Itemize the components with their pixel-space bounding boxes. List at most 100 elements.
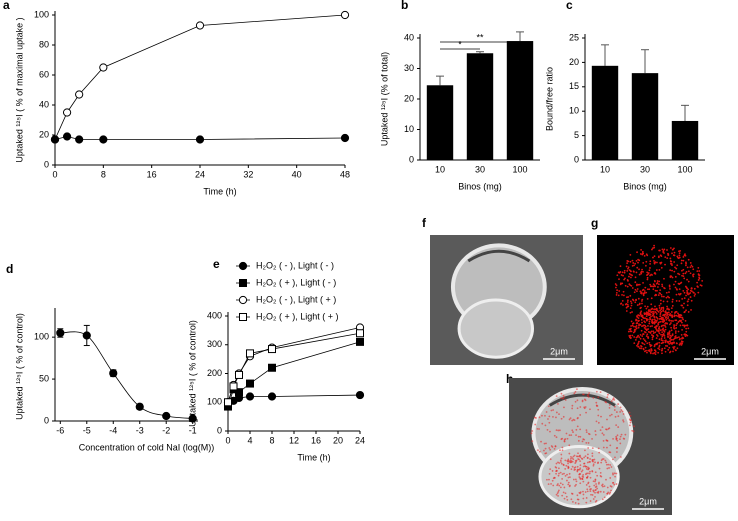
fluorescence <box>595 401 598 404</box>
fluorescence <box>605 478 607 481</box>
y-axis-title: Uptaked ¹²⁵I (% of total) <box>379 52 389 146</box>
fluorescence <box>638 303 641 306</box>
fluorescence <box>627 330 630 333</box>
fluorescence <box>679 316 682 319</box>
fluorescence <box>617 271 620 274</box>
fluorescence <box>561 494 564 497</box>
fluorescence <box>638 273 641 276</box>
fluorescence <box>677 315 679 318</box>
fluorescence <box>628 328 631 331</box>
point <box>356 329 364 338</box>
fluorescence <box>673 327 676 330</box>
fluorescence <box>684 285 687 288</box>
fluorescence <box>546 478 548 481</box>
fluorescence <box>696 281 699 284</box>
fluorescence <box>555 493 558 496</box>
fluorescence <box>636 343 639 346</box>
fluorescence <box>685 333 688 336</box>
fluorescence <box>678 250 680 253</box>
fluorescence <box>658 268 661 271</box>
fluorescence <box>649 263 651 265</box>
fluorescence <box>643 331 646 333</box>
fluorescence <box>682 324 684 327</box>
fluorescence <box>645 335 648 337</box>
fluorescence <box>653 246 656 249</box>
fluorescence <box>563 497 566 500</box>
fluorescence <box>631 334 634 337</box>
fluorescence <box>587 393 590 396</box>
fluorescence <box>566 437 569 440</box>
fluorescence <box>564 459 567 462</box>
fluorescence <box>651 336 654 339</box>
point <box>246 349 254 358</box>
fluorescence <box>663 334 666 337</box>
point <box>340 133 350 143</box>
fluorescence <box>583 462 585 465</box>
fluorescence <box>681 321 683 324</box>
significance-label: ** <box>476 32 484 42</box>
fluorescence <box>658 338 661 341</box>
fluorescence <box>587 482 590 485</box>
fluorescence <box>537 449 539 452</box>
fluorescence <box>571 407 574 410</box>
fluorescence <box>577 417 579 419</box>
fluorescence <box>560 461 562 463</box>
fluorescence <box>674 311 677 314</box>
fluorescence <box>686 304 689 307</box>
fluorescence <box>631 429 634 432</box>
fluorescence <box>573 392 576 395</box>
fluorescence <box>667 317 669 320</box>
fluorescence <box>566 473 568 476</box>
fluorescence <box>655 269 658 271</box>
fluorescence <box>567 462 569 465</box>
fluorescence <box>544 414 546 417</box>
fluorescence <box>594 495 596 498</box>
fluorescence <box>564 474 567 477</box>
fluorescence <box>678 254 681 257</box>
fluorescence <box>671 315 674 318</box>
fluorescence <box>597 461 600 464</box>
fluorescence <box>692 291 695 294</box>
fluorescence <box>615 291 618 294</box>
fluorescence <box>659 312 662 314</box>
fluorescence <box>658 332 661 335</box>
fluorescence <box>630 276 632 279</box>
fluorescence <box>561 446 564 449</box>
fluorescence <box>638 283 641 286</box>
fluorescence <box>650 348 653 350</box>
fluorescence <box>653 315 656 318</box>
fluorescence <box>662 295 665 298</box>
fluorescence <box>658 304 661 307</box>
fluorescence <box>659 289 662 291</box>
fluorescence <box>579 482 582 485</box>
fluorescence <box>638 323 640 326</box>
fluorescence <box>603 485 606 488</box>
fluorescence <box>649 267 651 269</box>
fluorescence <box>621 294 623 296</box>
fluorescence <box>637 334 640 337</box>
fluorescence <box>654 280 656 283</box>
fluorescence <box>693 287 696 290</box>
fluorescence <box>658 283 660 286</box>
fluorescence <box>617 426 620 428</box>
fluorescence <box>608 467 610 469</box>
fluorescence <box>586 456 589 459</box>
y-tick-label: 20 <box>39 129 49 139</box>
fluorescence <box>676 255 679 258</box>
fluorescence <box>637 297 640 300</box>
fluorescence <box>606 467 609 470</box>
fluorescence <box>645 315 648 318</box>
fluorescence <box>673 261 676 263</box>
fluorescence <box>686 291 689 294</box>
fluorescence <box>686 287 688 290</box>
fluorescence <box>640 318 643 321</box>
fluorescence <box>561 473 564 476</box>
fluorescence <box>649 318 651 321</box>
fluorescence <box>569 476 571 479</box>
y-tick-label: 0 <box>44 415 49 425</box>
fluorescence <box>654 289 657 292</box>
fluorescence <box>689 296 692 298</box>
fluorescence <box>609 464 612 466</box>
fluorescence <box>665 291 668 294</box>
fluorescence <box>665 344 667 347</box>
